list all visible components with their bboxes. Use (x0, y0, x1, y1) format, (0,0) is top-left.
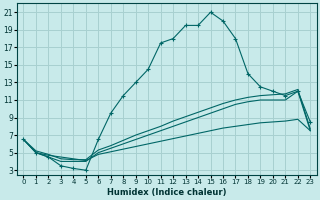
X-axis label: Humidex (Indice chaleur): Humidex (Indice chaleur) (107, 188, 227, 197)
